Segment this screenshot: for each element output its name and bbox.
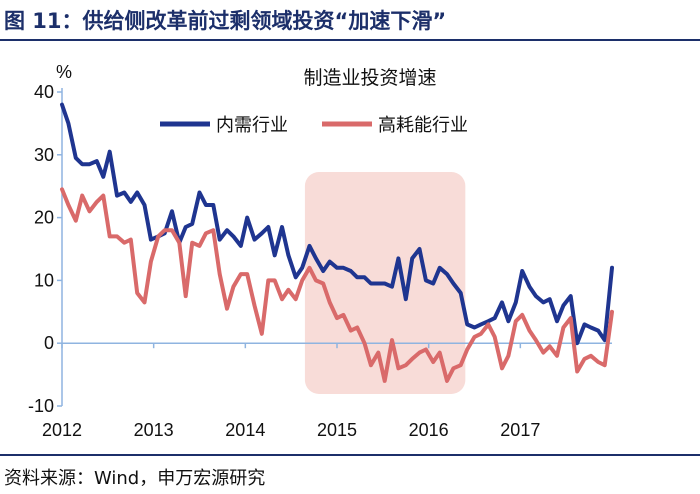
x-tick-label: 2014: [225, 420, 265, 440]
investment-growth-chart: -10 0 10 20 30 40 2012 2013 2014 2015 2016 2017 制造业…: [28, 62, 614, 440]
series-line-1: [60, 102, 614, 346]
y-tick-label: 0: [44, 333, 54, 353]
figure-footer: 资料来源：Wind，申万宏源研究: [0, 454, 700, 494]
y-tick-label: -10: [28, 396, 54, 416]
legend-label-series-2: 高耗能行业: [378, 115, 468, 136]
x-tick-label: 2015: [317, 420, 357, 440]
footer-divider: [0, 454, 700, 456]
x-tick-label: 2017: [500, 420, 540, 440]
series-line-2: [60, 187, 614, 383]
y-axis-unit-label: %: [56, 62, 72, 82]
figure-title: 图 11：供给侧改革前过剩领域投资“加速下滑”: [4, 9, 447, 33]
source-note: 资料来源：Wind，申万宏源研究: [4, 468, 266, 489]
x-tick-label: 2016: [409, 420, 449, 440]
y-tick-label: 40: [34, 82, 54, 102]
legend-label-series-1: 内需行业: [216, 115, 288, 136]
figure-header: 图 11：供给侧改革前过剩领域投资“加速下滑”: [0, 0, 700, 41]
header-divider: [0, 39, 700, 41]
y-tick-label: 10: [34, 270, 54, 290]
x-tick-label: 2013: [134, 420, 174, 440]
y-tick-label: 20: [34, 208, 54, 228]
y-tick-label: 30: [34, 145, 54, 165]
x-tick-label: 2012: [42, 420, 82, 440]
chart-title: 制造业投资增速: [303, 67, 436, 89]
